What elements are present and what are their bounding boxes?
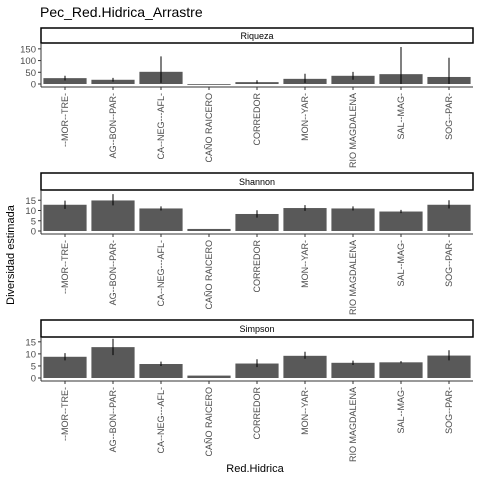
x-tick-label: MON--YAR- — [300, 240, 310, 288]
x-tick-label: CA--NEG---AFL- — [156, 240, 166, 307]
x-tick-label: AG--BON--PAR- — [108, 240, 118, 305]
y-tick-label: 0 — [31, 80, 36, 91]
bar — [91, 79, 135, 84]
bar — [379, 211, 423, 231]
bar — [331, 75, 375, 84]
y-tick-label: 0 — [31, 227, 36, 238]
y-tick-label: 10 — [25, 206, 36, 217]
y-tick-label: 100 — [20, 56, 36, 67]
x-tick-label: --MOR--TRE- — [60, 387, 70, 441]
bar — [43, 204, 87, 231]
y-tick-label: 15 — [25, 337, 36, 348]
bar — [187, 84, 231, 85]
x-tick-label: SAL--MAG- — [396, 387, 406, 434]
x-tick-label: CORREDOR — [252, 240, 262, 293]
bar — [379, 362, 423, 378]
bar — [187, 228, 231, 231]
bar — [283, 208, 327, 231]
bar — [43, 78, 87, 84]
bar — [427, 355, 471, 378]
bar — [331, 208, 375, 231]
x-axis-label: Red.Hidrica — [226, 463, 284, 475]
y-tick-label: 150 — [20, 44, 36, 55]
bar — [91, 200, 135, 231]
facet-strip-label: Simpson — [239, 324, 274, 334]
bar — [427, 204, 471, 231]
facet-strip — [40, 172, 474, 191]
x-tick-label: SOG--PAR- — [444, 240, 454, 287]
facet-strip — [40, 319, 474, 338]
x-tick-label: SAL--MAG- — [396, 93, 406, 140]
y-tick-label: 5 — [31, 216, 36, 227]
x-tick-label: CORREDOR — [252, 387, 262, 440]
x-tick-label: SOG--PAR- — [444, 387, 454, 434]
x-tick-label: RIO MAGDALENA — [348, 240, 358, 315]
x-tick-label: MON--YAR- — [300, 93, 310, 141]
facet-strip-label: Riqueza — [240, 31, 273, 41]
bar — [235, 213, 279, 231]
x-tick-label: CAÑO RAICERO — [204, 93, 214, 163]
y-axis-label: Diversidad estimada — [5, 204, 17, 305]
x-tick-label: CORREDOR — [252, 93, 262, 146]
bar — [331, 362, 375, 378]
x-tick-label: MON--YAR- — [300, 387, 310, 435]
x-tick-label: CA--NEG---AFL- — [156, 387, 166, 454]
x-tick-label: SOG--PAR- — [444, 93, 454, 140]
x-tick-label: RIO MAGDALENA — [348, 93, 358, 168]
y-tick-label: 50 — [25, 68, 36, 79]
x-tick-label: --MOR--TRE- — [60, 93, 70, 147]
x-tick-label: CAÑO RAICERO — [204, 387, 214, 457]
x-tick-label: CA--NEG---AFL- — [156, 93, 166, 160]
x-tick-label: RIO MAGDALENA — [348, 387, 358, 462]
y-tick-label: 0 — [31, 374, 36, 385]
bar — [139, 208, 183, 231]
y-tick-label: 10 — [25, 349, 36, 360]
y-tick-label: 5 — [31, 361, 36, 372]
chart-title: Pec_Red.Hidrica_Arrastre — [40, 4, 203, 20]
facet-strip — [40, 27, 474, 44]
bar — [283, 355, 327, 378]
x-tick-label: AG--BON--PAR- — [108, 93, 118, 158]
x-tick-label: CAÑO RAICERO — [204, 240, 214, 310]
bar — [235, 363, 279, 378]
bar — [139, 364, 183, 378]
x-tick-label: AG--BON--PAR- — [108, 387, 118, 452]
bar — [187, 375, 231, 378]
x-tick-label: SAL--MAG- — [396, 240, 406, 287]
x-tick-label: --MOR--TRE- — [60, 240, 70, 294]
facet-strip-label: Shannon — [239, 177, 275, 187]
y-tick-label: 15 — [25, 196, 36, 207]
bar — [43, 356, 87, 378]
